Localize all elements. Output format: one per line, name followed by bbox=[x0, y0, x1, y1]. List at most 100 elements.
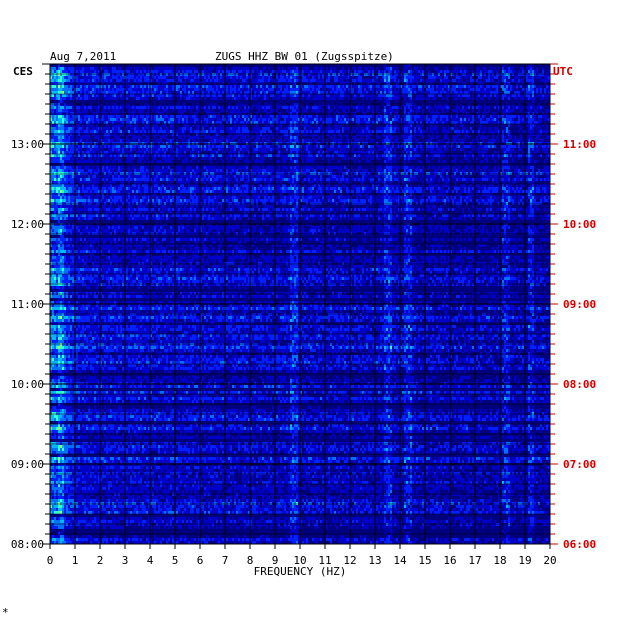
spectrogram-cell bbox=[310, 91, 312, 94]
spectrogram-cell bbox=[120, 76, 122, 79]
spectrogram-cell bbox=[126, 145, 128, 148]
spectrogram-cell bbox=[294, 124, 296, 127]
spectrogram-cell bbox=[216, 127, 218, 130]
spectrogram-cell bbox=[116, 133, 118, 136]
spectrogram-cell bbox=[128, 82, 130, 85]
spectrogram-cell bbox=[102, 103, 104, 106]
spectrogram-cell bbox=[356, 127, 358, 130]
spectrogram-cell bbox=[306, 97, 308, 100]
spectrogram-cell bbox=[530, 97, 532, 100]
spectrogram-cell bbox=[462, 91, 464, 94]
spectrogram-cell bbox=[284, 91, 286, 94]
spectrogram-cell bbox=[420, 97, 422, 100]
spectrogram-cell bbox=[278, 88, 280, 91]
spectrogram-cell bbox=[122, 109, 124, 112]
spectrogram-cell bbox=[366, 124, 368, 127]
spectrogram-cell bbox=[108, 85, 110, 88]
spectrogram-cell bbox=[446, 70, 448, 73]
spectrogram-cell bbox=[404, 85, 406, 88]
spectrogram-cell bbox=[66, 70, 68, 73]
spectrogram-cell bbox=[132, 73, 134, 76]
spectrogram-cell bbox=[442, 112, 444, 115]
spectrogram-cell bbox=[432, 115, 434, 118]
spectrogram-cell bbox=[172, 103, 174, 106]
spectrogram-cell bbox=[176, 106, 178, 109]
spectrogram-cell bbox=[146, 73, 148, 76]
spectrogram-cell bbox=[236, 91, 238, 94]
spectrogram-cell bbox=[78, 133, 80, 136]
spectrogram-cell bbox=[368, 88, 370, 91]
spectrogram-cell bbox=[288, 133, 290, 136]
spectrogram-cell bbox=[144, 127, 146, 130]
spectrogram-cell bbox=[368, 94, 370, 97]
spectrogram-cell bbox=[418, 130, 420, 133]
spectrogram-cell bbox=[154, 124, 156, 127]
spectrogram-cell bbox=[454, 76, 456, 79]
spectrogram-cell bbox=[52, 94, 54, 97]
spectrogram-cell bbox=[480, 97, 482, 100]
spectrogram-cell bbox=[482, 88, 484, 91]
spectrogram-cell bbox=[444, 130, 446, 133]
spectrogram-cell bbox=[182, 106, 184, 109]
spectrogram-cell bbox=[254, 121, 256, 124]
spectrogram-cell bbox=[482, 85, 484, 88]
spectrogram-cell bbox=[294, 88, 296, 91]
spectrogram-cell bbox=[536, 67, 538, 70]
spectrogram-cell bbox=[206, 91, 208, 94]
spectrogram-cell bbox=[218, 70, 220, 73]
spectrogram-cell bbox=[72, 130, 74, 133]
spectrogram-cell bbox=[152, 124, 154, 127]
spectrogram-cell bbox=[56, 82, 58, 85]
spectrogram-cell bbox=[202, 106, 204, 109]
spectrogram-cell bbox=[360, 85, 362, 88]
spectrogram-cell bbox=[142, 115, 144, 118]
spectrogram-cell bbox=[462, 130, 464, 133]
spectrogram-cell bbox=[434, 115, 436, 118]
spectrogram-cell bbox=[134, 94, 136, 97]
spectrogram-cell bbox=[160, 130, 162, 133]
spectrogram-cell bbox=[326, 97, 328, 100]
spectrogram-cell bbox=[278, 118, 280, 121]
spectrogram-cell bbox=[520, 133, 522, 136]
spectrogram-cell bbox=[170, 139, 172, 142]
spectrogram-cell bbox=[214, 112, 216, 115]
spectrogram-cell bbox=[272, 73, 274, 76]
spectrogram-cell bbox=[320, 91, 322, 94]
spectrogram-cell bbox=[496, 91, 498, 94]
spectrogram-cell bbox=[416, 106, 418, 109]
spectrogram-cell bbox=[62, 70, 64, 73]
spectrogram-cell bbox=[132, 133, 134, 136]
spectrogram-cell bbox=[96, 130, 98, 133]
spectrogram-cell bbox=[52, 130, 54, 133]
spectrogram-cell bbox=[108, 115, 110, 118]
spectrogram-cell bbox=[230, 76, 232, 79]
spectrogram-cell bbox=[164, 118, 166, 121]
spectrogram-cell bbox=[110, 79, 112, 82]
spectrogram-cell bbox=[356, 109, 358, 112]
spectrogram-cell bbox=[544, 79, 546, 82]
spectrogram-cell bbox=[394, 88, 396, 91]
spectrogram-cell bbox=[282, 130, 284, 133]
spectrogram-cell bbox=[416, 118, 418, 121]
spectrogram-cell bbox=[122, 124, 124, 127]
spectrogram-cell bbox=[504, 109, 506, 112]
spectrogram-cell bbox=[314, 109, 316, 112]
spectrogram-cell bbox=[82, 85, 84, 88]
spectrogram-cell bbox=[268, 85, 270, 88]
spectrogram-cell bbox=[484, 91, 486, 94]
spectrogram-cell bbox=[190, 79, 192, 82]
spectrogram-cell bbox=[408, 106, 410, 109]
spectrogram-cell bbox=[58, 106, 60, 109]
spectrogram-cell bbox=[436, 133, 438, 136]
spectrogram-cell bbox=[416, 85, 418, 88]
spectrogram-cell bbox=[468, 115, 470, 118]
spectrogram-cell bbox=[388, 145, 390, 148]
spectrogram-cell bbox=[268, 139, 270, 142]
spectrogram-cell bbox=[478, 127, 480, 130]
spectrogram-cell bbox=[270, 112, 272, 115]
spectrogram-cell bbox=[412, 70, 414, 73]
spectrogram-cell bbox=[382, 127, 384, 130]
spectrogram-cell bbox=[322, 88, 324, 91]
spectrogram-cell bbox=[334, 94, 336, 97]
spectrogram-cell bbox=[138, 106, 140, 109]
